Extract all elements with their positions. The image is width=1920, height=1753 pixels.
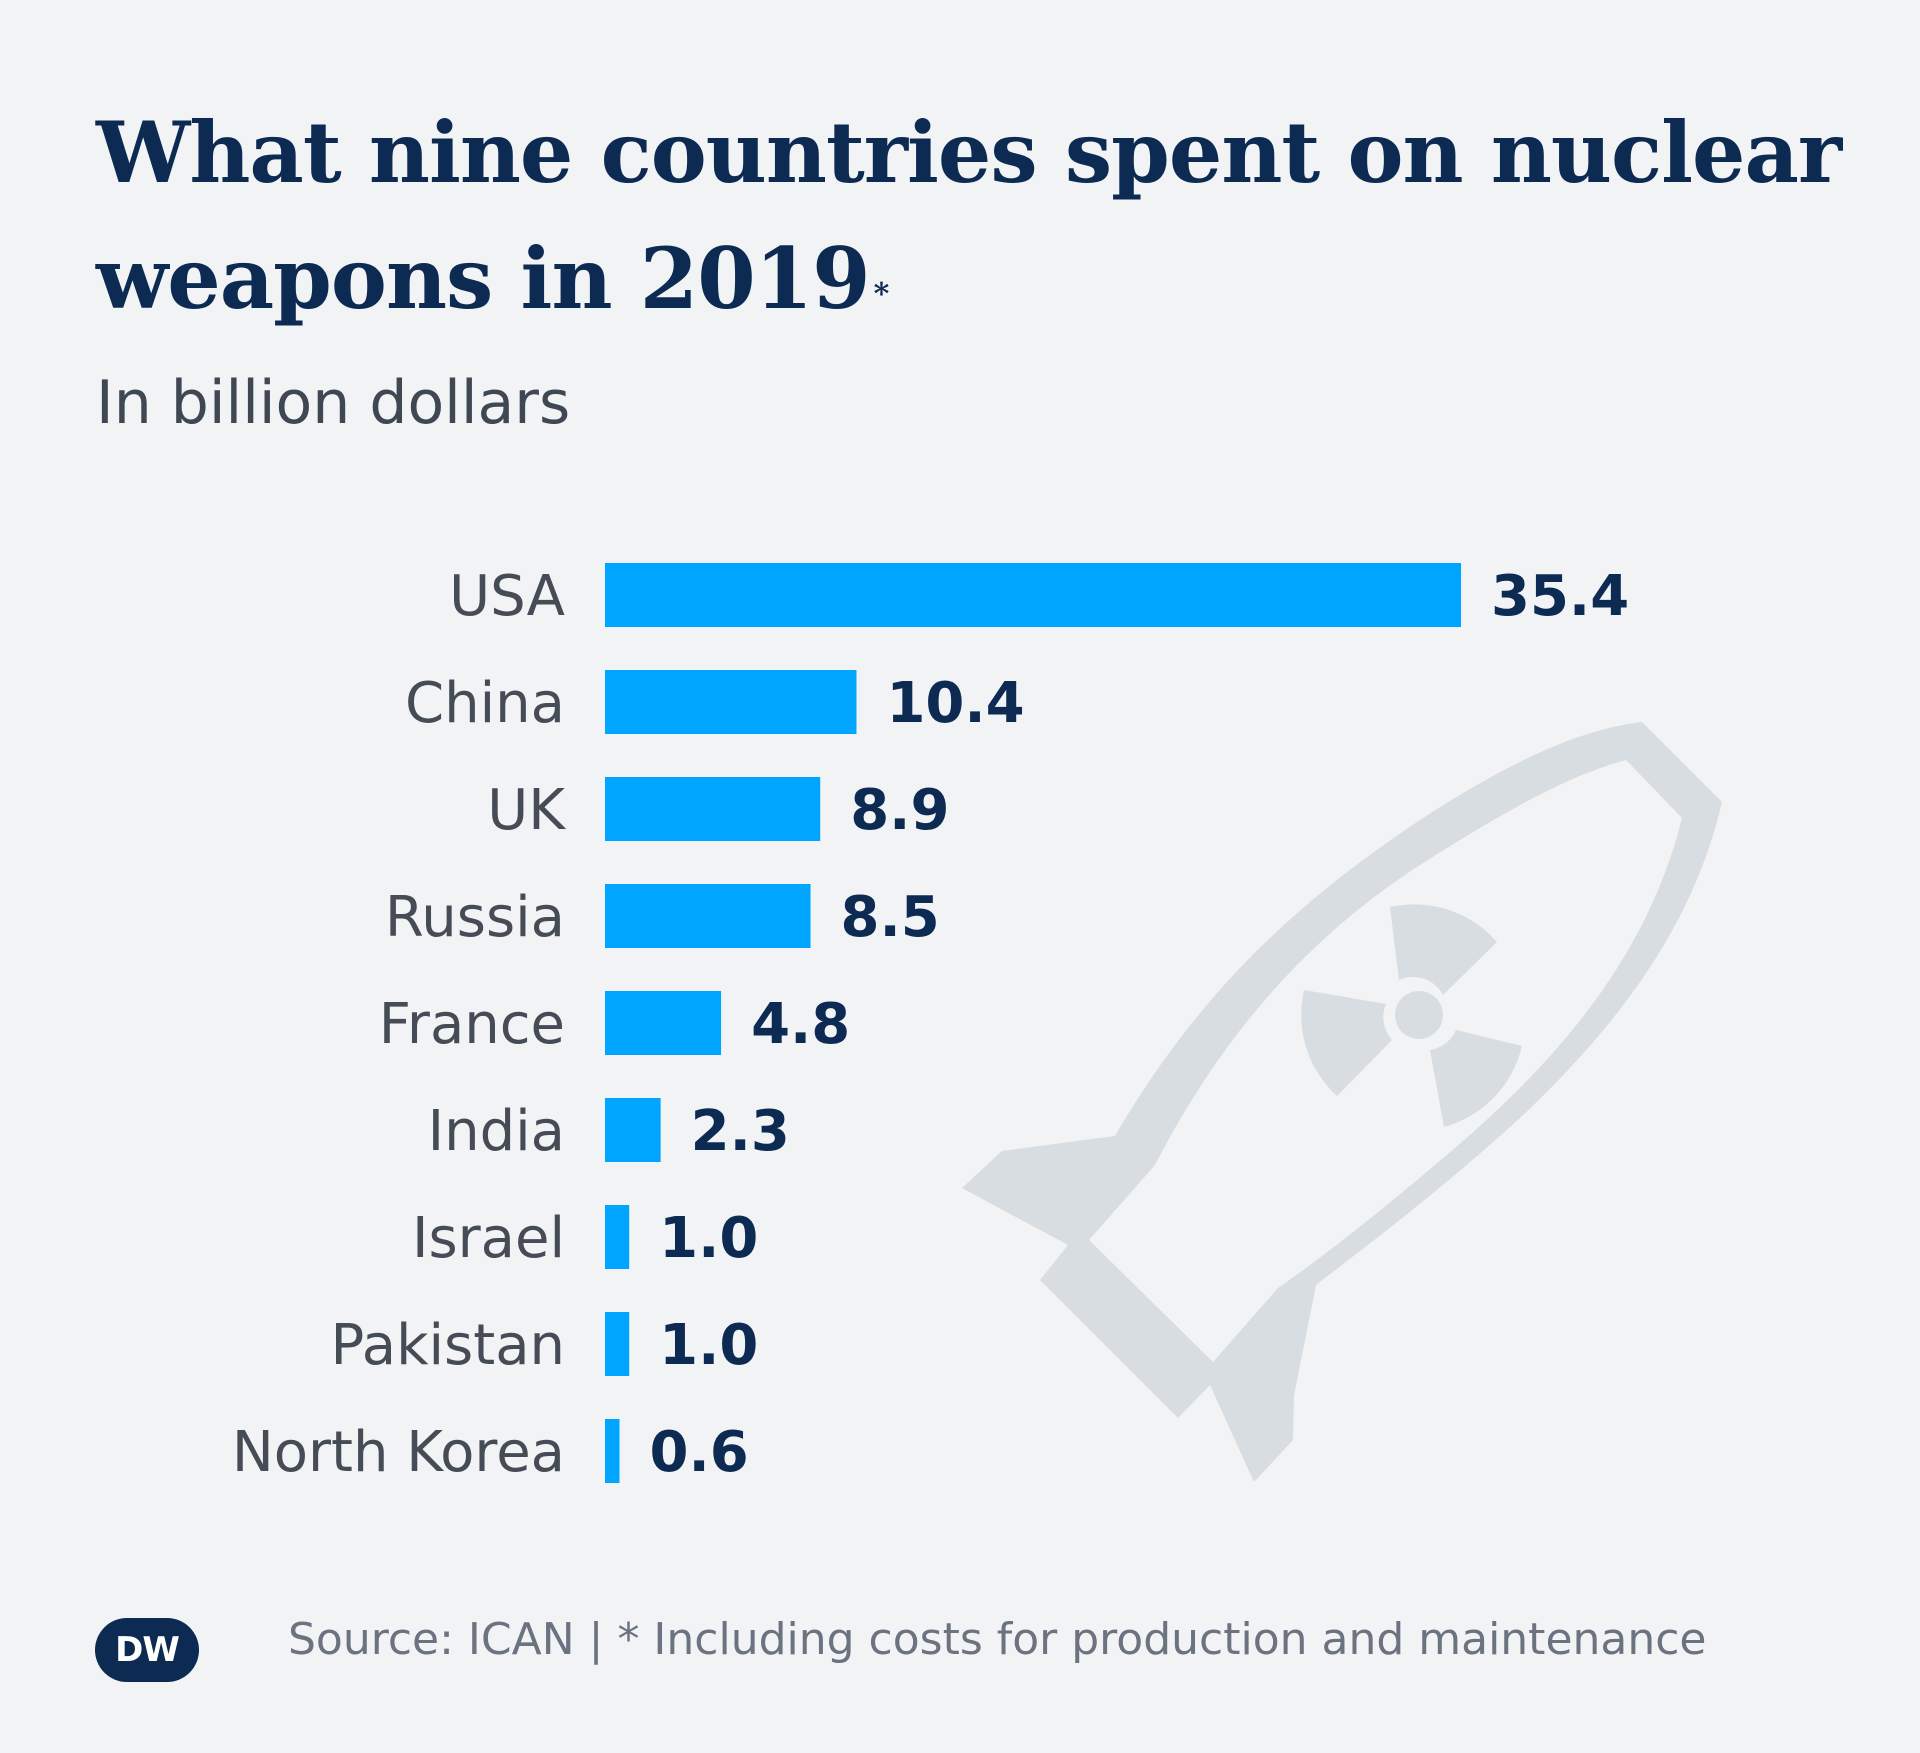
dw-logo-text: DW xyxy=(115,1630,180,1670)
category-label-china: China xyxy=(405,671,565,736)
value-label-uk: 8.9 xyxy=(850,778,949,843)
category-label-north-korea: North Korea xyxy=(232,1420,565,1485)
value-label-israel: 1.0 xyxy=(659,1206,758,1271)
value-label-usa: 35.4 xyxy=(1491,564,1629,629)
dw-logo: DW xyxy=(95,1618,199,1682)
value-label-china: 10.4 xyxy=(886,671,1024,736)
bar-uk xyxy=(605,777,821,841)
chart-title: What nine countries spent on nuclear wea… xyxy=(96,90,1856,342)
bar-israel xyxy=(605,1205,630,1269)
bar-france xyxy=(605,991,722,1055)
category-label-israel: Israel xyxy=(412,1206,565,1271)
bar-group: USA 35.4 China 10.4 UK 8.9 Russia 8.5 France 4.8 I… xyxy=(232,563,1629,1485)
value-label-russia: 8.5 xyxy=(841,885,940,950)
chart-subtitle: In billion dollars xyxy=(96,368,571,438)
title-footnote-marker: * xyxy=(873,277,890,312)
source-note: Source: ICAN | * Including costs for pro… xyxy=(288,1614,1707,1665)
bar-usa xyxy=(605,563,1461,627)
bar-russia xyxy=(605,884,811,948)
category-label-usa: USA xyxy=(449,564,565,629)
category-label-france: France xyxy=(379,992,565,1057)
category-label-russia: Russia xyxy=(385,885,565,950)
bar-china xyxy=(605,670,857,734)
value-label-india: 2.3 xyxy=(691,1099,790,1164)
bar-india xyxy=(605,1098,661,1162)
bar-north-korea xyxy=(605,1419,620,1483)
value-label-france: 4.8 xyxy=(751,992,850,1057)
chart-title-text: What nine countries spent on nuclear wea… xyxy=(96,103,1842,328)
category-label-uk: UK xyxy=(487,778,566,843)
value-label-pakistan: 1.0 xyxy=(659,1313,758,1378)
value-label-north-korea: 0.6 xyxy=(650,1420,749,1485)
category-label-india: India xyxy=(428,1099,565,1164)
bar-pakistan xyxy=(605,1312,630,1376)
category-label-pakistan: Pakistan xyxy=(331,1313,566,1378)
